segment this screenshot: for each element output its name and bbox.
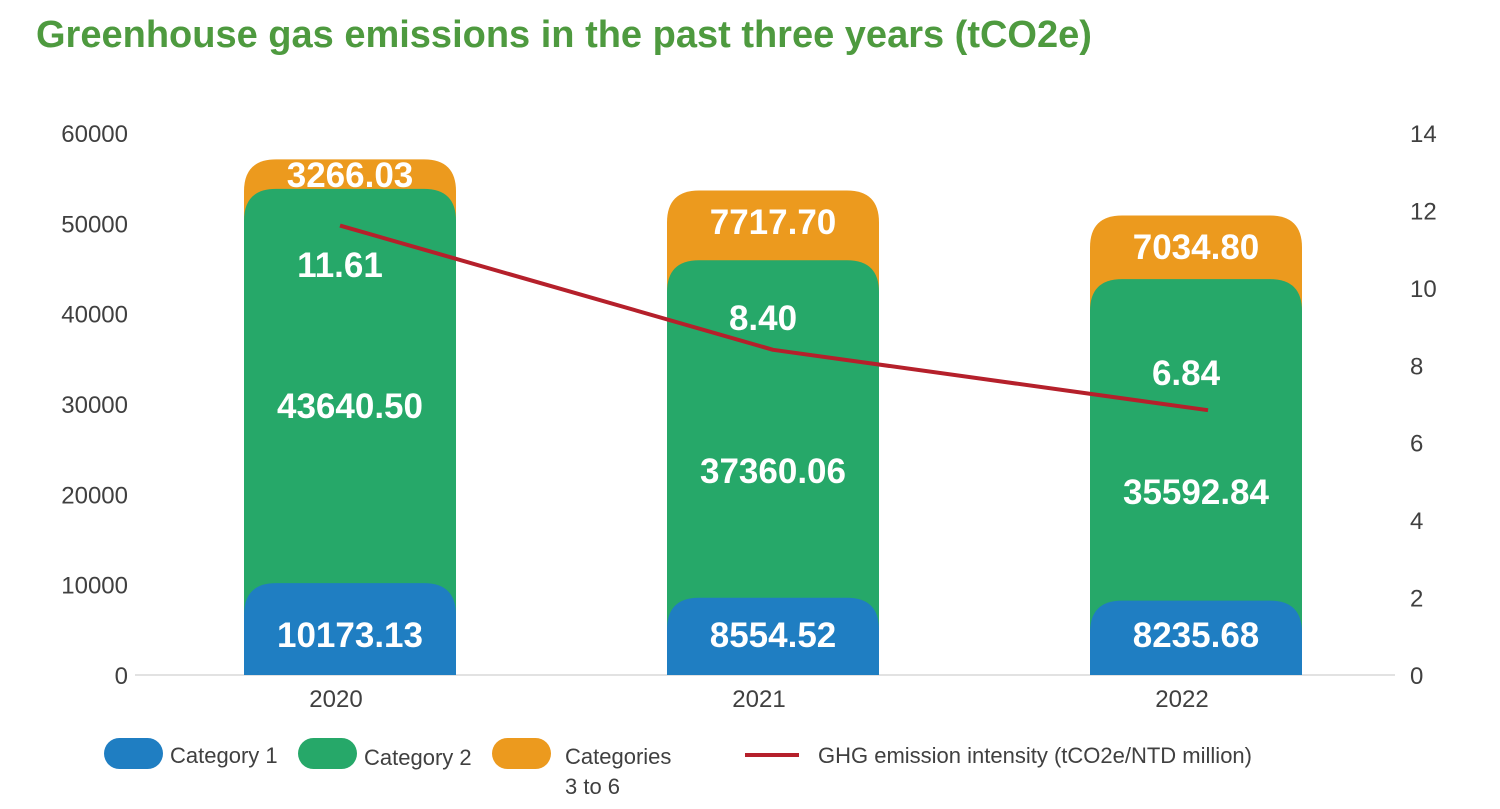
x-axis-tick-label: 2021 <box>732 686 785 713</box>
legend-label-categories-3-to-6-line1: Categories <box>565 744 671 769</box>
legend: Category 1 Category 2 Categories 3 to 6 … <box>104 738 1252 799</box>
bar-value-label: 7717.70 <box>710 203 837 242</box>
bar-category-2-2022 <box>1090 279 1302 675</box>
left-axis-tick-label: 10000 <box>61 573 128 600</box>
bar-value-label: 43640.50 <box>277 387 423 426</box>
intensity-line <box>339 223 1209 413</box>
left-axis-tick-label: 50000 <box>61 211 128 238</box>
left-axis-ticks: 0 10000 20000 30000 40000 50000 60000 <box>61 121 128 690</box>
bars-group: 10173.13 43640.50 3266.03 8554.52 37360.06 77… <box>244 156 1302 676</box>
left-axis-tick-label: 40000 <box>61 302 128 329</box>
right-axis-tick-label: 12 <box>1410 198 1437 225</box>
right-axis-tick-label: 8 <box>1410 353 1423 380</box>
legend-label-category-1: Category 1 <box>170 743 278 768</box>
bar-category-1-2021 <box>667 597 879 675</box>
right-axis-tick-label: 4 <box>1410 508 1423 535</box>
right-axis-tick-label: 2 <box>1410 586 1423 613</box>
right-axis-tick-label: 14 <box>1410 121 1437 148</box>
x-axis-tick-label: 2020 <box>309 686 362 713</box>
left-axis-tick-label: 0 <box>115 663 128 690</box>
left-axis-tick-label: 20000 <box>61 482 128 509</box>
bar-category-1-2020 <box>244 583 456 675</box>
intensity-value-label: 11.61 <box>297 246 383 285</box>
bar-value-label: 10173.13 <box>277 616 423 655</box>
legend-label-categories-3-to-6-line2: 3 to 6 <box>565 774 620 799</box>
bar-category-1-2022 <box>1090 600 1302 675</box>
legend-label-intensity: GHG emission intensity (tCO2e/NTD millio… <box>818 743 1252 768</box>
bar-category-2-2021 <box>667 260 879 675</box>
legend-label-category-2: Category 2 <box>364 745 472 770</box>
intensity-value-label: 8.40 <box>729 299 797 338</box>
right-axis-tick-label: 10 <box>1410 276 1437 303</box>
legend-swatch-category-2 <box>298 738 357 769</box>
intensity-value-label: 6.84 <box>1152 354 1221 393</box>
bar-value-label: 8235.68 <box>1133 616 1260 655</box>
legend-swatch-category-1 <box>104 738 163 769</box>
bar-value-label: 35592.84 <box>1123 473 1270 512</box>
right-axis-tick-label: 0 <box>1410 663 1423 690</box>
left-axis-tick-label: 60000 <box>61 121 128 148</box>
right-axis-ticks: 0 2 4 6 8 10 12 14 <box>1410 121 1437 690</box>
bar-value-label: 7034.80 <box>1133 228 1260 267</box>
legend-swatch-categories-3-to-6 <box>492 738 551 769</box>
right-axis-tick-label: 6 <box>1410 431 1423 458</box>
chart-title: Greenhouse gas emissions in the past thr… <box>36 14 1092 56</box>
x-axis-tick-label: 2022 <box>1155 686 1208 713</box>
bar-value-label: 3266.03 <box>287 156 414 195</box>
left-axis-tick-label: 30000 <box>61 392 128 419</box>
bar-value-label: 8554.52 <box>710 616 837 655</box>
bar-category-2-2020 <box>244 188 456 675</box>
x-axis-labels: 2020 2021 2022 <box>309 686 1208 713</box>
bar-value-label: 37360.06 <box>700 452 846 491</box>
intensity-line-group: 11.61 8.40 6.84 <box>297 223 1221 413</box>
